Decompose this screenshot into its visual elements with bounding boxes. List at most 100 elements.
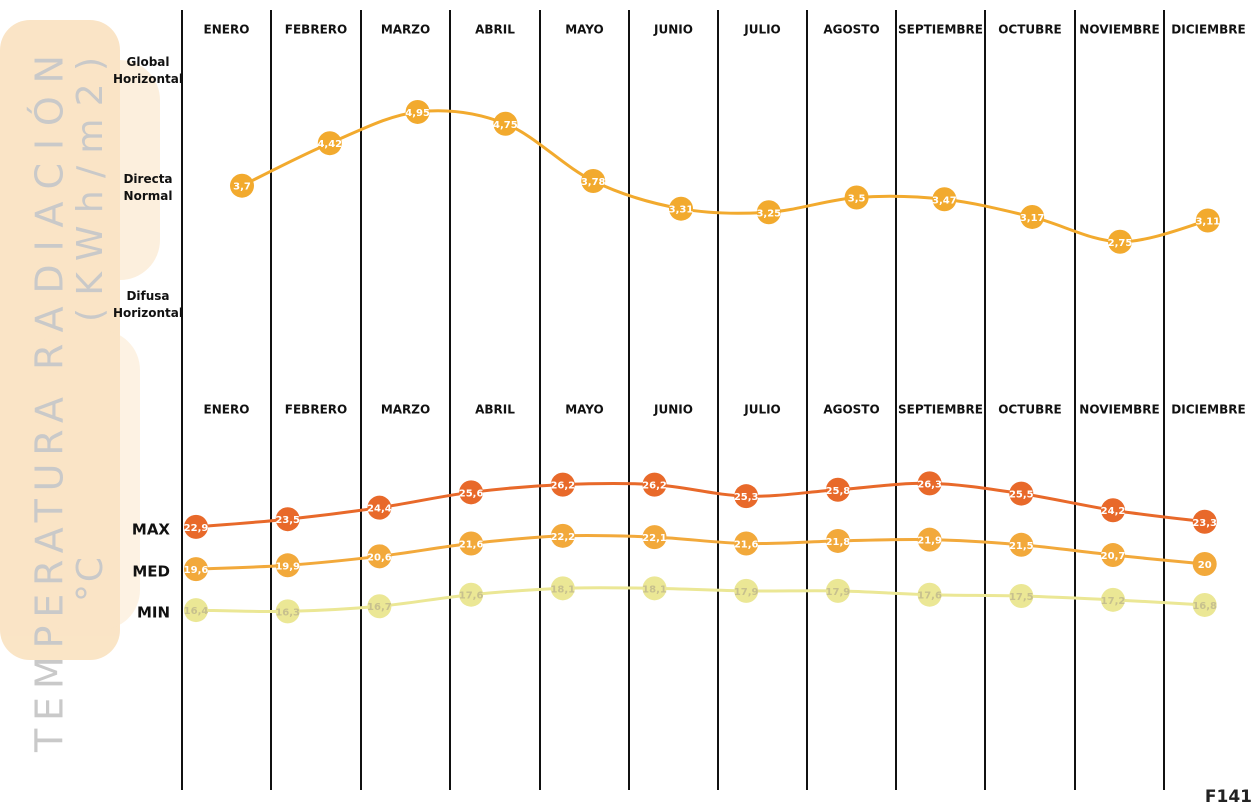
data-point	[275, 507, 300, 532]
value-label: 21,5	[1009, 541, 1034, 552]
data-point	[405, 99, 430, 124]
legend-label: MAX	[132, 520, 171, 538]
month-label: ENERO	[204, 23, 250, 37]
data-point	[1009, 584, 1034, 608]
month-label: OCTUBRE	[998, 23, 1062, 37]
month-label: ABRIL	[475, 23, 515, 37]
value-label: 25,6	[459, 488, 484, 499]
value-label: 3,47	[932, 195, 957, 206]
value-label: 3,31	[669, 205, 694, 216]
data-point	[1009, 532, 1034, 557]
data-point	[1195, 208, 1220, 233]
data-point	[550, 472, 575, 497]
value-label: 20,7	[1101, 551, 1126, 562]
value-label: 16,8	[1192, 601, 1217, 612]
value-label: 16,4	[184, 606, 209, 617]
value-label: 3,7	[233, 182, 251, 193]
data-point	[459, 531, 484, 556]
value-label: 4,75	[493, 120, 518, 131]
data-point	[184, 598, 208, 623]
value-label: 2,75	[1108, 238, 1133, 249]
value-label: 26,3	[917, 479, 942, 490]
value-label: 18,1	[642, 584, 667, 595]
series-line	[195, 533, 1205, 571]
value-label: 3,17	[1020, 213, 1045, 224]
value-label: 3,11	[1195, 217, 1220, 228]
data-point	[642, 576, 667, 601]
figure-label: F141	[1205, 787, 1252, 807]
value-label: 20,6	[367, 552, 392, 563]
value-label: 24,4	[367, 504, 392, 515]
value-label: 22,9	[184, 523, 209, 534]
value-label: 18,1	[550, 584, 575, 595]
data-point	[1192, 552, 1217, 576]
data-point	[734, 531, 759, 556]
data-point	[367, 544, 392, 569]
data-point	[734, 484, 759, 509]
month-label: SEPTIEMBRE	[898, 403, 983, 417]
data-point	[1101, 587, 1125, 612]
month-label: JUNIO	[653, 403, 693, 417]
data-point	[367, 594, 392, 619]
data-point	[459, 582, 484, 607]
value-label: 3,25	[756, 208, 781, 219]
data-point	[550, 523, 575, 548]
value-label: 17,6	[917, 591, 942, 602]
vertical-title: RADIACIÓN	[28, 55, 72, 370]
value-label: 25,5	[1009, 490, 1034, 501]
data-point	[825, 477, 850, 502]
value-label: 21,9	[917, 536, 942, 547]
series-line	[195, 586, 1205, 613]
row-label: Directa Normal	[123, 172, 173, 203]
month-label: MARZO	[381, 403, 430, 417]
value-label: 17,5	[1009, 592, 1034, 603]
data-point	[493, 111, 518, 136]
value-label: 26,2	[550, 481, 575, 492]
data-point	[642, 472, 667, 497]
row-label: Global Horizontal	[112, 55, 184, 86]
value-label: 19,6	[184, 565, 209, 576]
data-point	[317, 131, 342, 156]
value-label: 22,1	[642, 533, 667, 544]
data-point	[642, 525, 667, 550]
data-point	[669, 196, 693, 221]
value-label: 17,2	[1101, 596, 1126, 607]
background-wash	[0, 20, 160, 660]
month-label: DICIEMBRE	[1171, 403, 1245, 417]
data-point	[1020, 204, 1045, 229]
data-point	[844, 185, 869, 210]
data-point	[184, 514, 208, 539]
data-point	[917, 471, 942, 496]
value-label: 16,7	[367, 602, 392, 613]
value-label: 17,9	[826, 587, 851, 598]
value-label: 23,3	[1192, 518, 1217, 529]
value-label: 17,9	[734, 587, 759, 598]
vertical-unit: °C	[70, 557, 111, 602]
data-point	[1101, 498, 1125, 523]
value-label: 21,6	[459, 540, 484, 551]
value-label: 3,5	[848, 194, 866, 205]
row-label: Difusa Horizontal	[112, 289, 184, 320]
month-label: MAYO	[565, 403, 604, 417]
month-label: NOVIEMBRE	[1079, 403, 1159, 417]
month-label: SEPTIEMBRE	[898, 23, 983, 37]
month-label: NOVIEMBRE	[1079, 23, 1159, 37]
value-label: 19,9	[275, 561, 300, 572]
data-point	[932, 187, 957, 212]
data-point	[230, 173, 254, 198]
value-label: 16,3	[275, 607, 300, 618]
data-point	[917, 582, 942, 607]
data-point	[825, 578, 850, 603]
legend-label: MED	[132, 563, 170, 581]
vertical-title: TEMPERATURA	[28, 397, 72, 753]
month-label: MAYO	[565, 23, 604, 37]
month-label: FEBRERO	[285, 403, 347, 417]
value-label: 25,3	[734, 492, 759, 503]
value-label: 4,95	[405, 108, 430, 119]
value-label: 25,8	[826, 486, 851, 497]
month-label: OCTUBRE	[998, 403, 1062, 417]
month-label: FEBRERO	[285, 23, 347, 37]
data-point	[581, 168, 606, 193]
